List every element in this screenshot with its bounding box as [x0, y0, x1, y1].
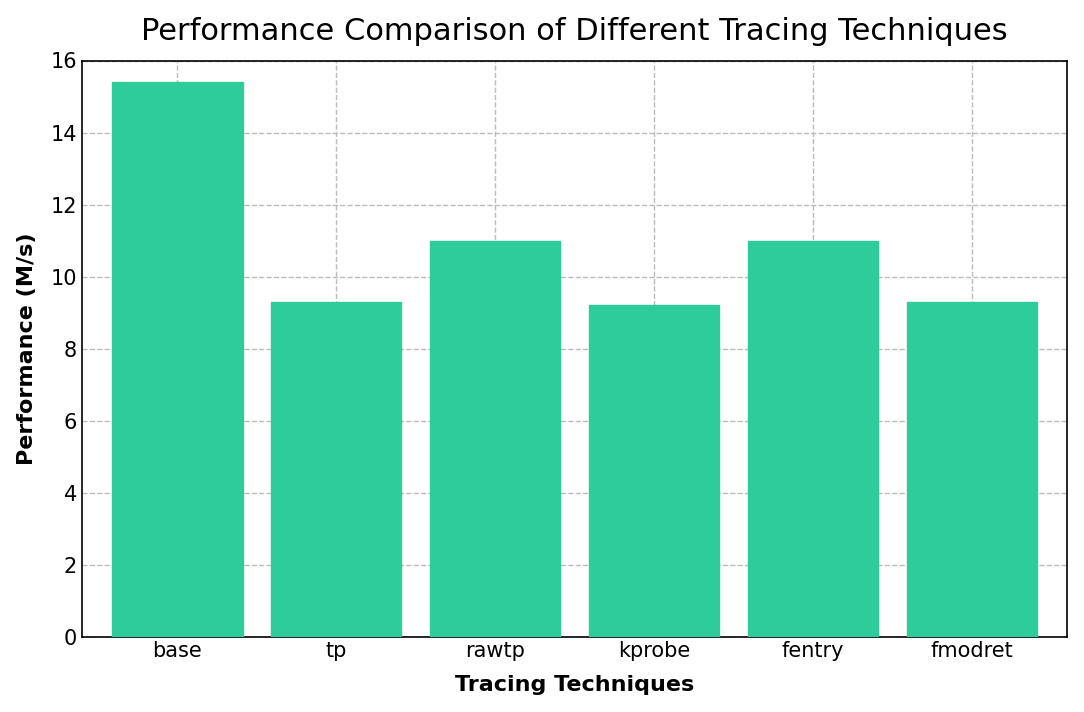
Bar [748, 241, 878, 637]
Bar [907, 302, 1037, 637]
X-axis label: Tracing Techniques: Tracing Techniques [455, 676, 695, 696]
Title: Performance Comparison of Different Tracing Techniques: Performance Comparison of Different Trac… [141, 16, 1008, 46]
Y-axis label: Performance (M/s): Performance (M/s) [16, 232, 37, 465]
Bar [113, 82, 243, 637]
Bar [430, 241, 560, 637]
Bar [589, 305, 720, 637]
Bar [271, 302, 401, 637]
